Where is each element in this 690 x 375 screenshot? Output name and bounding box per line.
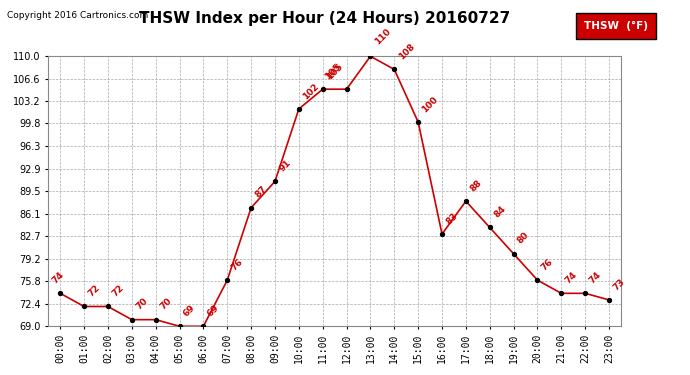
Text: 88: 88 [469,178,484,193]
Point [246,205,257,211]
Point [79,303,90,309]
Text: 105: 105 [323,62,342,81]
Text: 105: 105 [325,62,344,81]
Text: 72: 72 [86,283,101,298]
Text: 110: 110 [373,27,393,46]
Point [150,316,161,322]
Text: 70: 70 [134,297,150,312]
Text: 70: 70 [158,297,173,312]
Text: Copyright 2016 Cartronics.com: Copyright 2016 Cartronics.com [7,11,148,20]
Text: 69: 69 [206,303,221,318]
Point [580,290,591,296]
Point [532,277,543,283]
Point [604,297,615,303]
Text: 87: 87 [253,184,269,200]
Point [221,277,233,283]
Text: 80: 80 [516,231,531,246]
Point [484,225,495,231]
Point [293,106,304,112]
Point [198,323,209,329]
Text: 100: 100 [420,95,440,114]
Point [413,119,424,125]
Point [126,316,137,322]
Text: 76: 76 [230,257,245,272]
Point [508,251,519,257]
Point [102,303,113,309]
Point [55,290,66,296]
Text: 73: 73 [611,277,627,292]
Text: THSW Index per Hour (24 Hours) 20160727: THSW Index per Hour (24 Hours) 20160727 [139,11,510,26]
Text: 74: 74 [588,270,603,285]
Point [556,290,567,296]
Point [270,178,281,184]
Point [437,231,448,237]
Text: 91: 91 [277,158,293,174]
Text: 74: 74 [50,270,66,285]
Text: 108: 108 [397,42,416,62]
Point [460,198,471,204]
Text: 84: 84 [492,204,507,220]
Text: THSW  (°F): THSW (°F) [584,21,648,31]
Text: 72: 72 [110,283,126,298]
Text: 69: 69 [182,303,197,318]
Text: 83: 83 [444,211,460,226]
Point [317,86,328,92]
Text: 74: 74 [564,270,579,285]
Point [341,86,352,92]
Point [388,66,400,72]
Point [174,323,185,329]
Text: 102: 102 [302,81,321,101]
Text: 76: 76 [540,257,555,272]
Point [365,53,376,59]
